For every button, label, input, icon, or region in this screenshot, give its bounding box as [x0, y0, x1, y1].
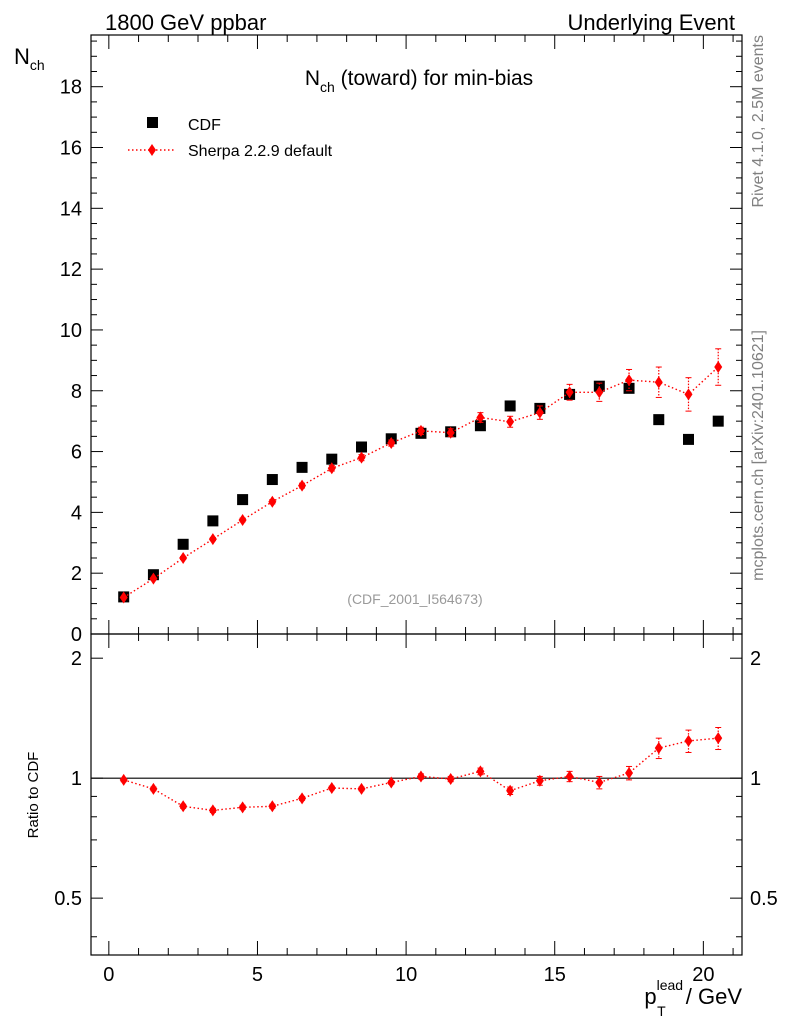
main-title: Nch (toward) for min-bias: [305, 67, 533, 95]
sherpa-ratio-point: [268, 800, 277, 813]
main-y-tick-label: 16: [60, 138, 82, 160]
main-y-tick-label: 8: [71, 381, 82, 403]
ratio-y-tick-label-right: 2: [750, 648, 761, 670]
header-left: 1800 GeV ppbar: [105, 10, 266, 35]
cdf-data-point: [237, 494, 249, 506]
sherpa-ratio-point: [387, 776, 396, 789]
sherpa-ratio-point: [149, 782, 158, 795]
sherpa-ratio-point: [416, 770, 425, 783]
sherpa-ratio-point: [654, 742, 663, 755]
sherpa-ratio-point: [238, 801, 247, 814]
main-y-label: Nch: [14, 44, 45, 73]
sherpa-point: [179, 551, 188, 564]
x-axis-label: plead T / GeV: [644, 977, 742, 1019]
sherpa-ratio-point: [535, 774, 544, 787]
sherpa-ratio-point: [565, 770, 574, 783]
main-y-tick-label: 6: [71, 442, 82, 464]
sherpa-point: [476, 411, 485, 424]
sherpa-ratio-point: [298, 792, 307, 805]
cdf-data-point: [207, 515, 219, 527]
sherpa-ratio-point: [446, 773, 455, 786]
sherpa-point: [684, 388, 693, 401]
cdf-data-point: [296, 461, 308, 473]
sherpa-point: [119, 591, 128, 604]
sherpa-ratio-point: [208, 804, 217, 817]
ratio-y-tick-label: 0.5: [54, 888, 82, 910]
cdf-data-point: [682, 433, 694, 445]
ratio-y-axis: 0.5 0.5 1 1 2 2: [54, 648, 778, 938]
sherpa-point: [149, 572, 158, 585]
mcplots-label: mcplots.cern.ch [arXiv:2401.10621]: [750, 330, 767, 581]
sherpa-point: [327, 462, 336, 475]
sherpa-ratio-point: [714, 732, 723, 745]
x-tick-label: 15: [544, 964, 566, 986]
sherpa-ratio-point: [119, 773, 128, 786]
x-tick-label: 5: [252, 964, 263, 986]
main-x-ticks: [108, 35, 734, 634]
main-y-tick-label: 14: [60, 198, 82, 220]
x-tick-label: 0: [103, 964, 114, 986]
sherpa-point: [357, 451, 366, 464]
ratio-y-tick-label-right: 1: [750, 768, 761, 790]
cdf-data-point: [474, 420, 486, 432]
main-y-tick-label: 2: [71, 563, 82, 585]
header-right: Underlying Event: [567, 10, 735, 35]
ratio-series-group: [119, 727, 723, 817]
sherpa-point: [387, 437, 396, 450]
sherpa-point: [595, 386, 604, 399]
legend-sherpa-marker: [148, 144, 156, 156]
sherpa-point: [714, 361, 723, 374]
sherpa-point: [446, 426, 455, 439]
cdf-data-point: [504, 400, 516, 412]
sherpa-point: [268, 495, 277, 508]
ratio-y-label: Ratio to CDF: [25, 752, 42, 839]
ratio-x-axis: 0 5 10 15 20: [103, 634, 734, 986]
sherpa-point: [298, 479, 307, 492]
main-y-tick-label: 12: [60, 259, 82, 281]
main-y-tick-label: 4: [71, 502, 82, 524]
sherpa-point: [535, 406, 544, 419]
ratio-panel-frame: [90, 633, 743, 956]
sherpa-point: [654, 376, 663, 389]
x-tick-label: 20: [692, 964, 714, 986]
sherpa-ratio-line: [123, 737, 719, 812]
sherpa-ratio-point: [179, 800, 188, 813]
ratio-y-tick-label-right: 0.5: [750, 888, 778, 910]
sherpa-point: [208, 533, 217, 546]
sherpa-point: [565, 386, 574, 399]
main-y-tick-label: 10: [60, 320, 82, 342]
main-y-tick-label: 18: [60, 77, 82, 99]
sherpa-ratio-point: [625, 767, 634, 780]
cdf-data-point: [356, 441, 368, 453]
cdf-data-point: [712, 415, 724, 427]
main-series-group: [118, 348, 724, 604]
sherpa-point: [238, 513, 247, 526]
sherpa-ratio-point: [506, 784, 515, 797]
main-y-tick-label: 0: [71, 624, 82, 646]
sherpa-ratio-point: [476, 765, 485, 778]
rivet-label: Rivet 4.1.0, 2.5M events: [750, 35, 767, 208]
sherpa-point: [416, 424, 425, 437]
legend-sherpa-label: Sherpa 2.2.9 default: [188, 143, 333, 160]
legend: CDF Sherpa 2.2.9 default: [128, 117, 333, 160]
sherpa-line: [123, 366, 719, 599]
main-y-axis: 0 2 4 6 8 10 12 14 16 18: [60, 40, 742, 646]
analysis-tag: (CDF_2001_I564673): [347, 591, 482, 607]
sherpa-ratio-point: [684, 734, 693, 747]
legend-cdf-label: CDF: [188, 117, 221, 134]
legend-cdf-marker: [147, 117, 158, 128]
x-tick-label: 10: [395, 964, 417, 986]
sherpa-point: [625, 374, 634, 387]
sherpa-ratio-point: [357, 782, 366, 795]
sherpa-point: [506, 415, 515, 428]
cdf-data-point: [326, 453, 338, 465]
sherpa-ratio-point: [327, 781, 336, 794]
sherpa-ratio-point: [595, 776, 604, 789]
ratio-y-tick-label: 1: [71, 768, 82, 790]
cdf-data-point: [266, 474, 278, 486]
ratio-y-tick-label: 2: [71, 648, 82, 670]
cdf-data-point: [177, 538, 189, 550]
cdf-data-point: [653, 414, 665, 426]
